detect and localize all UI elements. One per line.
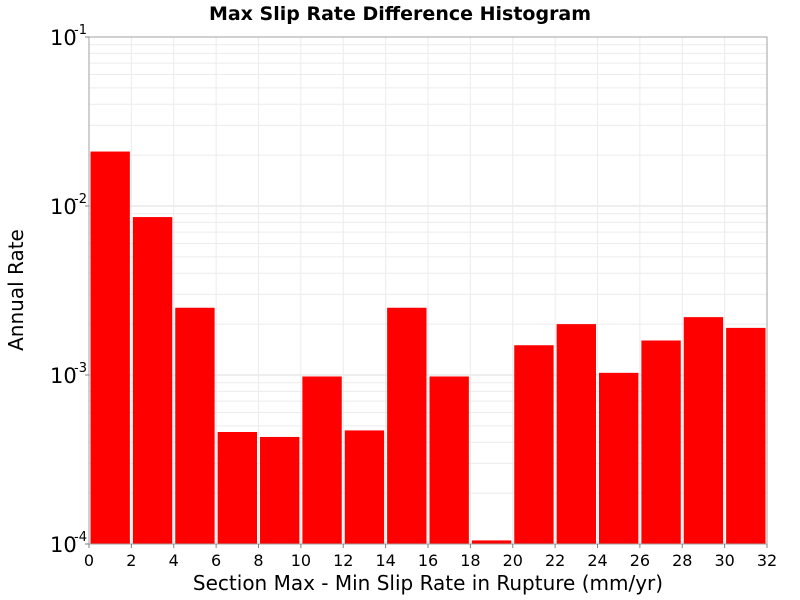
x-tick-label: 14 [375, 551, 395, 570]
histogram-bar-1 [132, 217, 173, 544]
y-tick-base: 10 [50, 533, 77, 557]
histogram-bar-7 [387, 307, 427, 544]
x-tick-label: 32 [757, 551, 777, 570]
x-tick-label: 22 [545, 551, 565, 570]
y-axis-ticks: 10-410-310-210-1 [50, 23, 89, 557]
histogram-bar-8 [429, 376, 469, 544]
x-axis-ticks: 0 2 4 6 8 10 12 14 16 18 20 22 24 26 28 30 32 [84, 544, 777, 570]
x-tick-label: 2 [126, 551, 136, 570]
histogram-bar-4 [260, 436, 300, 544]
histogram-bar-2 [175, 307, 215, 544]
x-tick-label: 6 [211, 551, 221, 570]
y-tick-exponent: -3 [74, 361, 87, 376]
x-tick-label: 20 [503, 551, 523, 570]
y-axis-label: Annual Rate [4, 229, 28, 351]
y-tick-base: 10 [50, 26, 77, 50]
y-tick-base: 10 [50, 364, 77, 388]
histogram-bar-15 [726, 327, 766, 544]
chart-title: Max Slip Rate Difference Histogram [209, 3, 591, 25]
histogram-bar-3 [217, 431, 257, 544]
y-tick-base: 10 [50, 195, 77, 219]
y-tick-exponent: -1 [74, 23, 87, 38]
y-tick-exponent: -4 [74, 530, 87, 545]
y-tick-exponent: -2 [74, 192, 87, 207]
histogram-bar-0 [90, 151, 130, 545]
y-tick-label: 10-2 [50, 192, 87, 219]
histogram-bar-14 [683, 317, 724, 544]
y-tick-label: 10-3 [50, 361, 87, 388]
bars [90, 151, 766, 545]
histogram-bar-11 [556, 324, 596, 544]
x-tick-label: 16 [418, 551, 438, 570]
x-tick-label: 26 [630, 551, 650, 570]
x-tick-label: 18 [460, 551, 480, 570]
x-tick-label: 30 [714, 551, 734, 570]
x-tick-label: 12 [333, 551, 353, 570]
histogram-bar-6 [344, 430, 385, 544]
histogram-bar-5 [302, 376, 342, 544]
x-tick-label: 10 [291, 551, 311, 570]
x-axis-label: Section Max - Min Slip Rate in Rupture (… [193, 571, 663, 595]
x-tick-label: 8 [253, 551, 263, 570]
y-tick-label: 10-1 [50, 23, 87, 50]
histogram-bar-9 [471, 540, 512, 544]
y-tick-label: 10-4 [50, 530, 87, 557]
x-tick-label: 0 [84, 551, 94, 570]
x-tick-label: 24 [587, 551, 607, 570]
histogram-bar-13 [641, 340, 681, 544]
histogram-bar-12 [599, 372, 639, 544]
histogram-bar-10 [514, 345, 554, 544]
x-tick-label: 28 [672, 551, 692, 570]
x-tick-label: 4 [169, 551, 179, 570]
